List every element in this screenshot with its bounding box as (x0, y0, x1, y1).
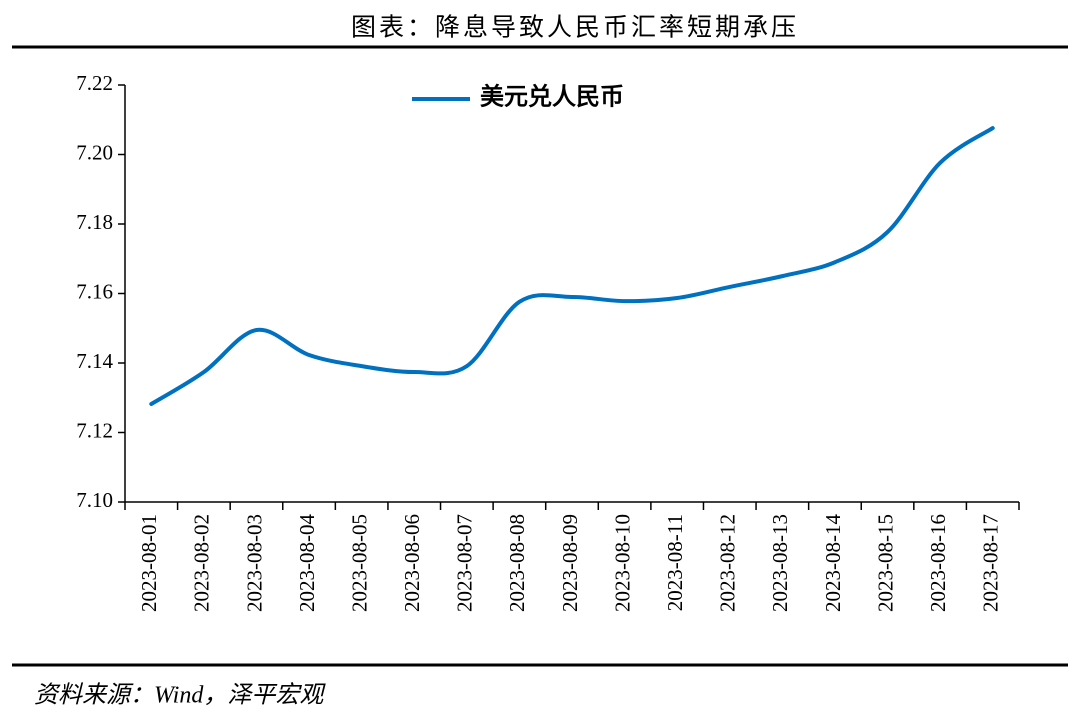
x-tick-label: 2023-08-03 (242, 514, 266, 612)
x-tick-label: 2023-08-07 (453, 514, 477, 612)
source-note: 资料来源：Wind，泽平宏观 (34, 682, 326, 709)
x-tick-label: 2023-08-10 (610, 514, 634, 612)
y-tick-label: 7.16 (76, 279, 113, 303)
y-tick-label: 7.22 (76, 71, 113, 95)
y-tick-label: 7.10 (76, 488, 113, 512)
x-tick-label: 2023-08-13 (768, 514, 792, 612)
x-tick-label: 2023-08-08 (505, 514, 529, 612)
x-tick-label: 2023-08-01 (137, 514, 161, 612)
x-tick-label: 2023-08-14 (821, 514, 845, 612)
y-tick-label: 7.14 (76, 349, 113, 373)
x-tick-label: 2023-08-02 (190, 514, 214, 612)
x-tick-label: 2023-08-15 (873, 514, 897, 612)
chart-title: 图表：降息导致人民币汇率短期承压 (351, 14, 799, 42)
legend-label: 美元兑人民币 (480, 83, 624, 111)
y-tick-label: 7.18 (76, 210, 113, 234)
x-tick-label: 2023-08-16 (926, 514, 950, 612)
series-line (149, 126, 995, 407)
y-tick-label: 7.12 (76, 418, 113, 442)
x-tick-label: 2023-08-11 (663, 514, 687, 611)
y-tick-label: 7.20 (76, 140, 113, 164)
x-tick-label: 2023-08-12 (716, 514, 740, 612)
x-tick-label: 2023-08-17 (979, 514, 1003, 612)
x-tick-label: 2023-08-09 (558, 514, 582, 612)
x-tick-label: 2023-08-05 (347, 514, 371, 612)
x-tick-label: 2023-08-06 (400, 514, 424, 612)
x-tick-label: 2023-08-04 (295, 514, 319, 612)
